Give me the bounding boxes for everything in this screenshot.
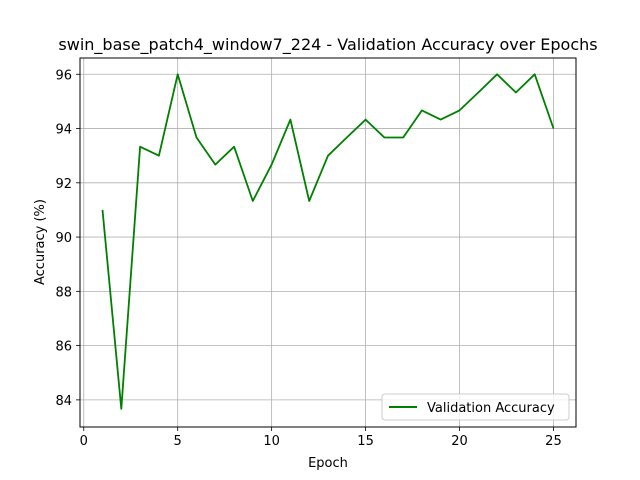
chart-title: swin_base_patch4_window7_224 - Validatio… (58, 35, 597, 55)
axis-ticks: 0 5 10 15 20 25 84 86 88 90 92 94 96 (55, 68, 561, 449)
x-axis-title: Epoch (308, 456, 348, 471)
x-tick-label: 15 (357, 434, 374, 449)
x-tick-label: 10 (263, 434, 280, 449)
grid-lines (80, 58, 576, 427)
series-layer (101, 73, 555, 410)
y-axis-title: Accuracy (%) (33, 199, 48, 285)
x-tick-label: 0 (80, 434, 88, 449)
y-tick-label: 86 (55, 340, 72, 355)
x-tick-label: 20 (451, 434, 468, 449)
y-tick-label: 90 (55, 231, 72, 246)
y-tick-label: 84 (55, 394, 72, 409)
y-tick-label: 88 (55, 285, 72, 300)
y-tick-label: 94 (55, 123, 72, 138)
y-tick-label: 92 (55, 177, 72, 192)
legend: Validation Accuracy (381, 393, 570, 421)
y-tick-label: 96 (55, 68, 72, 83)
legend-label: Validation Accuracy (427, 401, 555, 416)
plot-frame (79, 57, 577, 428)
legend-box (381, 393, 570, 421)
x-tick-label: 25 (545, 434, 562, 449)
x-tick-label: 5 (174, 434, 182, 449)
series-line-0 (101, 73, 555, 410)
